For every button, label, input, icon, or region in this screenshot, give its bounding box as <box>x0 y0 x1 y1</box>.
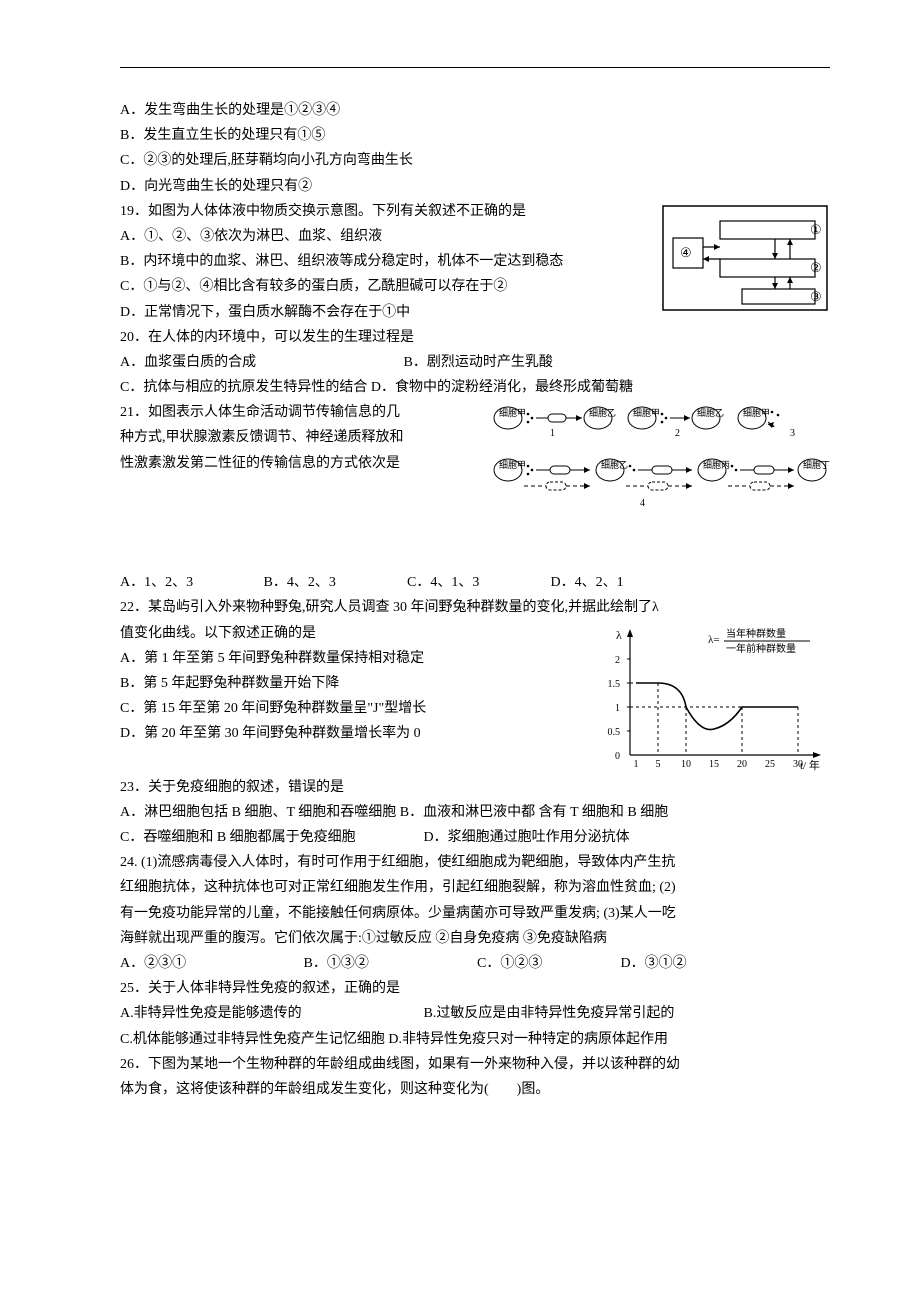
q23-option-d: D．浆细胞通过胞吐作用分泌抗体 <box>424 830 630 845</box>
svg-text:15: 15 <box>709 759 719 770</box>
q20-option-c: C．抗体与相应的抗原发生特异性的结合 <box>120 380 367 395</box>
q18-option-c: C．②③的处理后,胚芽鞘均向小孔方向弯曲生长 <box>120 148 830 173</box>
q25-option-c: C.机体能够通过非特异性免疫产生记忆细胞 <box>120 1032 385 1047</box>
q25-option-b: B.过敏反应是由非特异性免疫异常引起的 <box>424 1006 675 1021</box>
q21-option-c: C．4、1、3 <box>407 570 547 595</box>
q24-stem-1: 24. (1)流感病毒侵入人体时，有时可作用于红细胞，使红细胞成为靶细胞，导致体… <box>120 850 830 875</box>
page-rule-top <box>120 67 830 68</box>
q18-option-b: B．发生直立生长的处理只有①⑤ <box>120 123 830 148</box>
svg-text:0: 0 <box>615 751 620 762</box>
q20-option-a: A．血浆蛋白质的合成 <box>120 350 400 375</box>
q23-option-a: A．淋巴细胞包括 B 细胞、T 细胞和吞噬细胞 <box>120 805 396 820</box>
q20-row2: C．抗体与相应的抗原发生特异性的结合 D．食物中的淀粉经消化，最终形成葡萄糖 <box>120 375 830 400</box>
q24-options: A．②③① B．①③② C．①②③ D．③①② <box>120 951 830 976</box>
q22-option-a: A．第 1 年至第 5 年间野兔种群数量保持相对稳定 <box>120 646 830 671</box>
q20-row1: A．血浆蛋白质的合成 B．剧烈运动时产生乳酸 <box>120 350 830 375</box>
svg-text:4: 4 <box>640 498 645 509</box>
q26-stem-2: 体为食，这将使该种群的年龄组成发生变化，则这种变化为( )图。 <box>120 1077 830 1102</box>
svg-text:1: 1 <box>634 759 639 770</box>
q24-option-c: C．①②③ <box>477 951 617 976</box>
q24-option-a: A．②③① <box>120 951 300 976</box>
q20-option-b: B．剧烈运动时产生乳酸 <box>404 355 553 370</box>
q20-option-d: D．食物中的淀粉经消化，最终形成葡萄糖 <box>371 380 633 395</box>
q22-stem-2: 值变化曲线。以下叙述正确的是 <box>120 621 830 646</box>
q25-row1: A.非特异性免疫是能够遗传的 B.过敏反应是由非特异性免疫异常引起的 <box>120 1001 830 1026</box>
q19-option-b: B．内环境中的血浆、淋巴、组织液等成分稳定时，机体不一定达到稳态 <box>120 249 830 274</box>
q23-option-c: C．吞噬细胞和 B 细胞都属于免疫细胞 <box>120 825 420 850</box>
q22-stem-1: 22．某岛屿引入外来物种野兔,研究人员调查 30 年间野兔种群数量的变化,并据此… <box>120 595 830 620</box>
q22-option-b: B．第 5 年起野兔种群数量开始下降 <box>120 671 830 696</box>
q19-stem: 19．如图为人体体液中物质交换示意图。下列有关叙述不正确的是 <box>120 199 830 224</box>
q22-option-c: C．第 15 年至第 20 年间野兔种群数量呈"J"型增长 <box>120 696 830 721</box>
q21-option-b: B．4、2、3 <box>264 570 404 595</box>
svg-text:30: 30 <box>793 759 803 770</box>
q23-row1: A．淋巴细胞包括 B 细胞、T 细胞和吞噬细胞 B．血液和淋巴液中都 含有 T … <box>120 800 830 825</box>
q25-option-a: A.非特异性免疫是能够遗传的 <box>120 1001 420 1026</box>
svg-text:5: 5 <box>656 759 661 770</box>
q18-option-d: D．向光弯曲生长的处理只有② <box>120 174 830 199</box>
q22-option-d: D．第 20 年至第 30 年间野兔种群数量增长率为 0 <box>120 721 830 746</box>
q25-row2: C.机体能够通过非特异性免疫产生记忆细胞 D.非特异性免疫只对一种特定的病原体起… <box>120 1027 830 1052</box>
q24-stem-4: 海鲜就出现严重的腹泻。它们依次属于:①过敏反应 ②自身免疫病 ③免疫缺陷病 <box>120 926 830 951</box>
q23-option-b: B．血液和淋巴液中都 含有 T 细胞和 B 细胞 <box>400 805 668 820</box>
q26-stem-1: 26．下图为某地一个生物种群的年龄组成曲线图，如果有一外来物种入侵，并以该种群的… <box>120 1052 830 1077</box>
q24-option-b: B．①③② <box>304 951 474 976</box>
q19-option-a: A．①、②、③依次为淋巴、血浆、组织液 <box>120 224 830 249</box>
q25-stem: 25．关于人体非特异性免疫的叙述，正确的是 <box>120 976 830 1001</box>
q24-stem-2: 红细胞抗体，这种抗体也可对正常红细胞发生作用，引起红细胞裂解，称为溶血性贫血; … <box>120 875 830 900</box>
q21-options: A．1、2、3 B．4、2、3 C．4、1、3 D．4、2、1 <box>120 570 830 595</box>
svg-text:10: 10 <box>681 759 691 770</box>
q25-option-d: D.非特异性免疫只对一种特定的病原体起作用 <box>388 1032 668 1047</box>
q20-stem: 20．在人体的内环境中，可以发生的生理过程是 <box>120 325 830 350</box>
q21-option-d: D．4、2、1 <box>551 570 624 595</box>
q23-row2: C．吞噬细胞和 B 细胞都属于免疫细胞 D．浆细胞通过胞吐作用分泌抗体 <box>120 825 830 850</box>
svg-text:25: 25 <box>765 759 775 770</box>
q24-option-d: D．③①② <box>621 951 687 976</box>
q18-option-a: A．发生弯曲生长的处理是①②③④ <box>120 98 830 123</box>
q19-option-c: C．①与②、④相比含有较多的蛋白质，乙酰胆碱可以存在于② <box>120 274 830 299</box>
q23-stem: 23．关于免疫细胞的叙述，错误的是 <box>120 775 830 800</box>
q21-stem-1: 21．如图表示人体生命活动调节传输信息的几 <box>120 400 830 425</box>
q21-stem-2: 种方式,甲状腺激素反馈调节、神经递质释放和 <box>120 425 830 450</box>
q19-option-d: D．正常情况下，蛋白质水解酶不会存在于①中 <box>120 300 830 325</box>
q21-option-a: A．1、2、3 <box>120 570 260 595</box>
q21-stem-3: 性激素激发第二性征的传输信息的方式依次是 <box>120 451 830 476</box>
q24-stem-3: 有一免疫功能异常的儿童，不能接触任何病原体。少量病菌亦可导致严重发病; (3)某… <box>120 901 830 926</box>
svg-text:20: 20 <box>737 759 747 770</box>
